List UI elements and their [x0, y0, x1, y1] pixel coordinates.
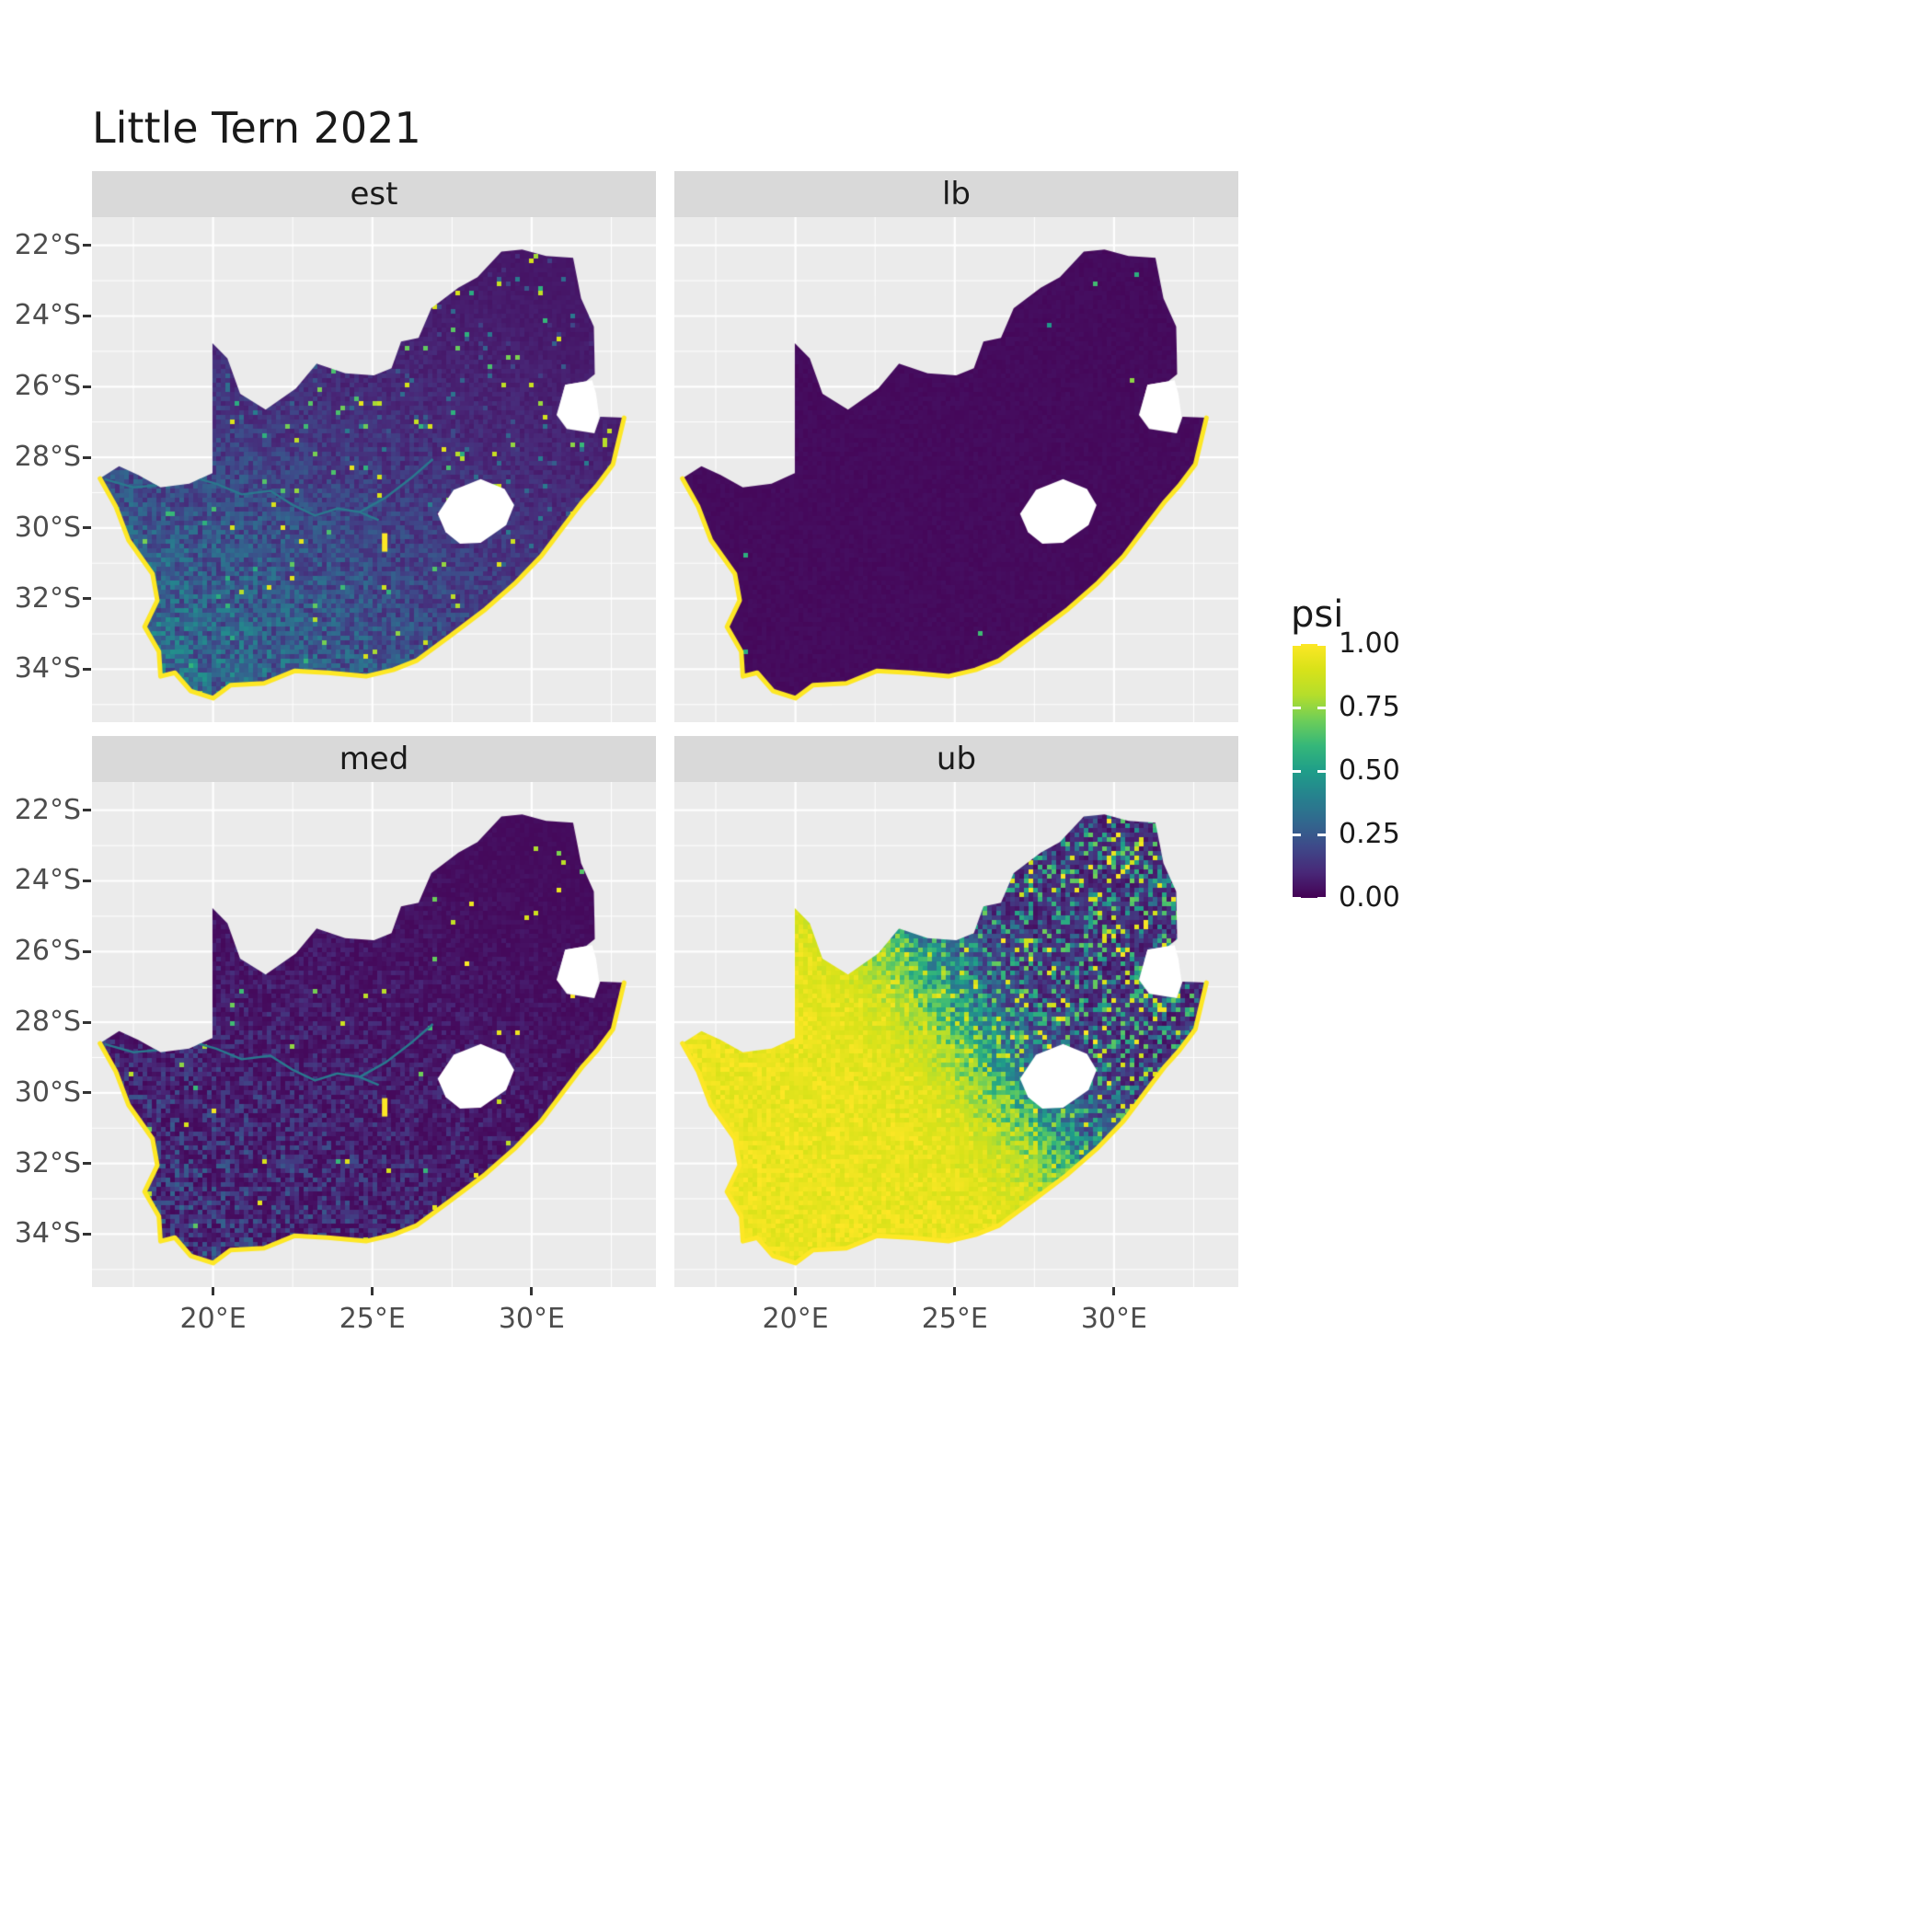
legend-tick-mark	[1293, 833, 1301, 836]
y-axis-tick-label: 28°S	[14, 441, 81, 474]
y-axis-tick-label: 34°S	[14, 1217, 81, 1250]
legend-tick-mark	[1317, 896, 1326, 900]
y-axis-tick-label: 34°S	[14, 652, 81, 685]
legend-tick-mark	[1293, 769, 1301, 773]
y-axis-tick-mark	[83, 385, 91, 388]
legend-tick-label: 1.00	[1339, 627, 1400, 660]
x-axis-tick-label: 20°E	[762, 1303, 829, 1335]
y-axis-tick-label: 32°S	[14, 581, 81, 615]
x-axis-tick-mark	[212, 1287, 215, 1295]
y-axis-tick-mark	[83, 949, 91, 953]
y-axis-tick-label: 30°S	[14, 1075, 81, 1109]
y-axis-tick-mark	[83, 526, 91, 530]
x-axis-tick-mark	[1112, 1287, 1116, 1295]
x-axis-tick-mark	[530, 1287, 534, 1295]
facet-strip-label: est	[350, 176, 398, 213]
y-axis-tick-mark	[83, 1232, 91, 1236]
y-axis-tick-label: 30°S	[14, 511, 81, 544]
y-axis-tick-label: 32°S	[14, 1146, 81, 1179]
legend-tick-mark	[1293, 706, 1301, 709]
legend-tick-label: 0.00	[1339, 881, 1400, 914]
facet-strip-label: med	[339, 741, 409, 777]
y-axis-tick-label: 26°S	[14, 370, 81, 403]
y-axis-tick-mark	[83, 455, 91, 459]
legend-tick-label: 0.50	[1339, 754, 1400, 787]
legend-title: psi	[1291, 593, 1344, 636]
y-axis-tick-label: 22°S	[14, 793, 81, 826]
y-axis-tick-mark	[83, 809, 91, 812]
x-axis-tick-label: 30°E	[498, 1303, 565, 1335]
legend-tick-mark	[1317, 769, 1326, 773]
facet-strip-ub: ub	[674, 736, 1238, 782]
legend-tick-mark	[1317, 706, 1326, 709]
legend-tick-mark	[1317, 642, 1326, 646]
facet-strip-label: lb	[941, 176, 972, 213]
x-axis-tick-label: 25°E	[339, 1303, 406, 1335]
legend-tick-label: 0.75	[1339, 691, 1400, 723]
x-axis-tick-label: 25°E	[921, 1303, 988, 1335]
legend-tick-mark	[1317, 833, 1326, 836]
y-axis-tick-label: 22°S	[14, 228, 81, 261]
facet-strip-est: est	[92, 171, 656, 217]
y-axis-tick-mark	[83, 879, 91, 882]
facet-panel-lb	[674, 217, 1238, 722]
legend-tick-mark	[1293, 642, 1301, 646]
facet-strip-med: med	[92, 736, 656, 782]
y-axis-tick-mark	[83, 244, 91, 247]
x-axis-tick-label: 30°E	[1080, 1303, 1147, 1335]
facet-strip-lb: lb	[674, 171, 1238, 217]
plot-title: Little Tern 2021	[92, 103, 421, 153]
y-axis-tick-mark	[83, 667, 91, 671]
y-axis-tick-mark	[83, 314, 91, 317]
x-axis-tick-label: 20°E	[179, 1303, 247, 1335]
x-axis-tick-mark	[794, 1287, 798, 1295]
facet-strip-label: ub	[936, 741, 977, 777]
x-axis-tick-mark	[953, 1287, 957, 1295]
legend-tick-label: 0.25	[1339, 818, 1400, 850]
facet-panel-med	[92, 782, 656, 1287]
y-axis-tick-label: 28°S	[14, 1006, 81, 1039]
y-axis-tick-label: 24°S	[14, 864, 81, 897]
y-axis-tick-mark	[83, 1091, 91, 1095]
facet-panel-est	[92, 217, 656, 722]
y-axis-tick-mark	[83, 1020, 91, 1024]
facet-panel-ub	[674, 782, 1238, 1287]
y-axis-tick-label: 26°S	[14, 935, 81, 968]
y-axis-tick-mark	[83, 1162, 91, 1166]
legend-tick-mark	[1293, 896, 1301, 900]
y-axis-tick-label: 24°S	[14, 299, 81, 332]
y-axis-tick-mark	[83, 597, 91, 601]
x-axis-tick-mark	[371, 1287, 374, 1295]
